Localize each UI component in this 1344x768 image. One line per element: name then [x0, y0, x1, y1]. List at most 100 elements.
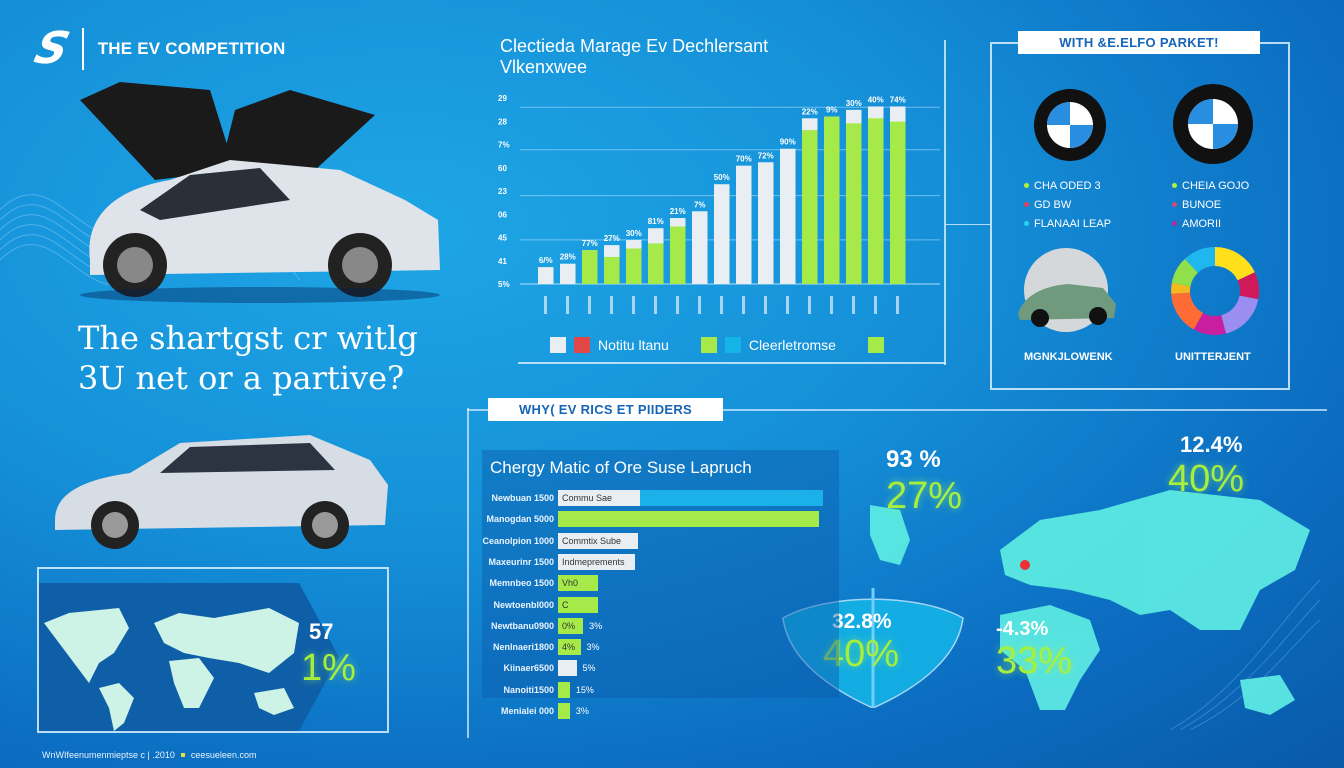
map-stat-top: 57: [309, 619, 334, 644]
bar-white-segment: [560, 263, 576, 284]
y-tick-label: 60: [498, 164, 507, 173]
y-tick-label: 29: [498, 94, 507, 103]
legend-swatch-green: [700, 337, 717, 353]
legend-swatch-cyan: [724, 337, 741, 353]
bar-white-segment: [538, 267, 554, 284]
chart-frame-bottom: [518, 362, 946, 364]
x-tick-label-mark: [566, 296, 569, 314]
hbar-chart: Newbuan 1500 Commu Sae Manogdan 5000 Ceanol…: [482, 490, 839, 720]
bar-value-label: 6/%: [539, 256, 553, 265]
x-tick-label-mark: [786, 296, 789, 314]
stacked-bar-chart: 29 28 7% 60 23 06 45 41 5% 6/% 28% 77% 27% 30% 81% 21% 7…: [498, 94, 940, 314]
legend-swatch-green-2: [867, 337, 884, 353]
legend-item: CHEIA GOJO: [1172, 176, 1249, 195]
y-tick-label: 5%: [498, 280, 510, 289]
donut-caption: UNITTERJENT: [1175, 351, 1251, 363]
connector-line: [946, 224, 990, 225]
bar-value-label: 27%: [604, 234, 620, 243]
stat-c-top: -4.3%: [996, 618, 1049, 640]
chart-subtitle: Vlkenxwee: [500, 57, 588, 77]
hbar-row: Newtoenbl000 C: [482, 596, 604, 613]
map-stat-main: 1%: [301, 647, 356, 689]
hbar-row: Kiinaer6500 5%: [482, 660, 596, 677]
y-tick-label: 7%: [498, 141, 510, 150]
x-tick-label-mark: [654, 296, 657, 314]
bar-value-label: 50%: [714, 173, 730, 182]
market-legend-left: CHA ODED 3 GD BW FLANAAI LEAP: [1024, 176, 1111, 233]
bar-green-segment: [846, 123, 862, 284]
legend-label: BUNOE: [1182, 198, 1222, 211]
hbar-bar: Vh0: [558, 575, 598, 592]
footer-text: WnWIfeenumenmieptse c | .2010: [42, 750, 175, 760]
bar-value-label: 70%: [736, 155, 752, 164]
hbar-title: Chergy Matic of Ore Suse Lapruch: [490, 458, 752, 477]
bar-green-segment: [802, 130, 818, 284]
bullet-icon: [180, 753, 185, 757]
donut-slice: [1221, 295, 1259, 334]
bar-green-segment: [890, 121, 906, 284]
car-caption: MGNKJLOWENK: [1024, 351, 1113, 363]
shield-stat-main: 40%: [823, 633, 900, 675]
stat-a-main: 27%: [886, 475, 963, 517]
x-tick-label-mark: [764, 296, 767, 314]
bar-green-segment: [648, 243, 664, 284]
world-map: [39, 583, 339, 731]
donut-slice: [1215, 247, 1255, 281]
hbar-bar: Commu Sae: [558, 490, 823, 506]
shield-graphic: [782, 588, 964, 708]
dot-icon: [1172, 202, 1177, 207]
page-title: THE EV COMPETITION: [97, 39, 286, 58]
hbar-row-label: Menialei 000: [500, 706, 554, 716]
bar-green-segment: [868, 118, 884, 284]
hbar-bar: [558, 703, 570, 719]
bar-green-segment: [626, 248, 642, 284]
donut-slice: [1193, 312, 1226, 335]
hbar-row-label: Nanoiti1500: [503, 684, 554, 695]
chart-legend: Notitu ltanu Cleerletromse: [520, 328, 946, 362]
hbar-row: Memnbeo 1500 Vh0: [482, 575, 604, 592]
hbar-bar: 4%: [558, 639, 581, 656]
y-tick-label: 45: [498, 234, 507, 243]
hbar-bar: [558, 681, 570, 698]
y-tick-label: 28: [498, 117, 507, 126]
bar-value-label: 74%: [890, 95, 906, 104]
stat-c-main: 33%: [996, 640, 1073, 682]
hbar-trailing-label: 3%: [575, 706, 589, 716]
footer: WnWIfeenumenmieptse c | .2010 ceesueleen…: [42, 750, 256, 760]
legend-label: CHEIA GOJO: [1182, 179, 1250, 192]
hbar-row: Manogdan 5000: [482, 511, 825, 528]
donut-slice: [1171, 292, 1203, 330]
car-image-suv: [55, 435, 388, 549]
legend-item: CHA ODED 3: [1024, 176, 1111, 195]
hbar-bar: C: [558, 596, 598, 613]
x-tick-label-mark: [830, 296, 833, 314]
legend-label: GD BW: [1034, 198, 1072, 211]
x-tick-label-mark: [610, 296, 613, 314]
y-tick-label: 41: [498, 257, 507, 266]
dot-icon: [1024, 183, 1029, 188]
legend-label-2: Cleerletromse: [748, 337, 836, 353]
legend-item: BUNOE: [1172, 195, 1249, 214]
hbar-bar: Commtix Sube: [558, 532, 638, 549]
bar-white-segment: [736, 165, 752, 284]
x-tick-label-mark: [808, 296, 811, 314]
legend-label-1: Notitu ltanu: [598, 337, 669, 353]
hbar-row-label: Kiinaer6500: [503, 663, 554, 674]
legend-label: AMORII: [1182, 217, 1222, 230]
footer-site-link[interactable]: ceesueleen.com: [190, 750, 257, 760]
legend-item: FLANAAI LEAP: [1024, 214, 1111, 233]
hbar-row: Nenlnaeri1800 4% 3%: [482, 639, 600, 656]
bmw-logo-left: [1034, 89, 1106, 161]
hbar-panel: Chergy Matic of Ore Suse Lapruch Newbuan…: [482, 450, 839, 719]
hbar-row-label: Memnbeo 1500: [489, 578, 554, 589]
donut-slice: [1237, 272, 1259, 300]
y-tick-label: 23: [498, 187, 507, 196]
dot-icon: [1172, 221, 1177, 226]
hbar-bar: [558, 511, 820, 528]
x-tick-label-mark: [632, 296, 635, 314]
legend-label: CHA ODED 3: [1034, 179, 1101, 192]
bar-value-label: 30%: [846, 99, 862, 108]
hbar-bar: Indmeprements: [558, 553, 635, 570]
hbar-row: Newbuan 1500 Commu Sae: [482, 490, 829, 506]
hbar-row-label: Ceanolpion 1000: [482, 535, 554, 546]
